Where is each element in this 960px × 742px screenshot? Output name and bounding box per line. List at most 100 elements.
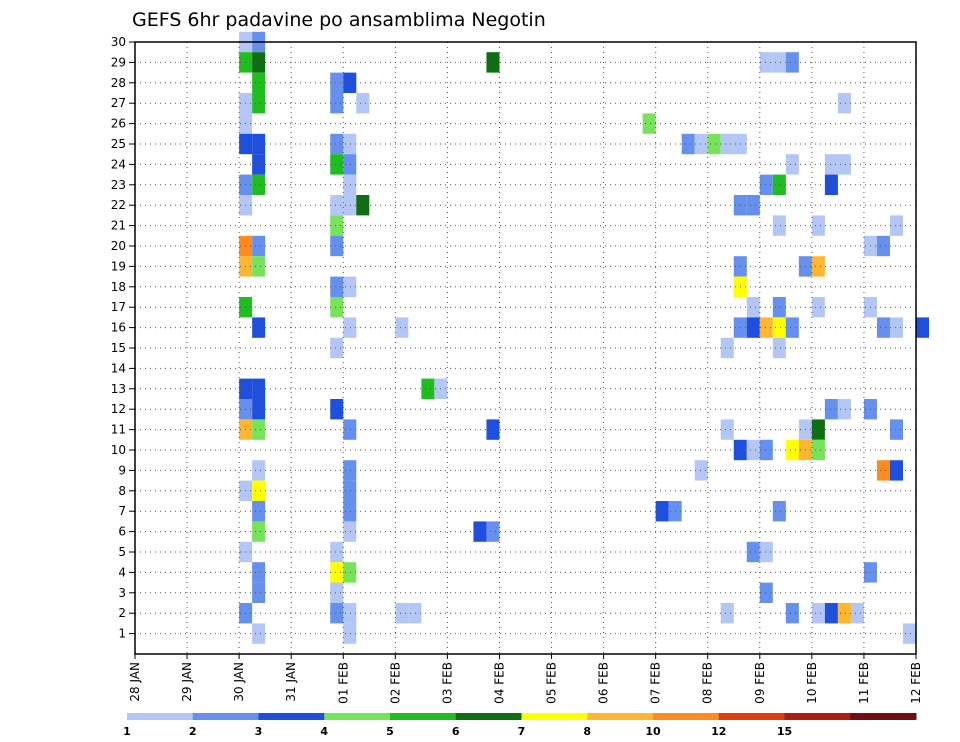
x-tick-label: 30 JAN	[232, 662, 246, 702]
heatmap-cell	[252, 460, 266, 481]
heatmap-cell	[473, 521, 487, 542]
heatmap-cell	[343, 623, 357, 644]
colorbar-label: 5	[386, 725, 394, 738]
heatmap-cell	[772, 52, 786, 73]
colorbar-label: 6	[452, 725, 460, 738]
colorbar-swatch	[521, 713, 588, 720]
heatmap-cell	[876, 317, 890, 338]
heatmap-cell	[486, 52, 500, 73]
heatmap-cell	[408, 603, 422, 624]
heatmap-cell	[889, 215, 903, 236]
y-tick-label: 23	[111, 178, 126, 192]
x-tick-label: 01 FEB	[336, 662, 350, 704]
heatmap-cell	[824, 603, 838, 624]
heatmap-cell	[642, 113, 656, 134]
heatmap-cell	[824, 399, 838, 420]
heatmap-cell	[746, 297, 760, 318]
heatmap-cell	[252, 93, 266, 114]
heatmap-cell	[330, 93, 344, 114]
heatmap-cell	[916, 317, 930, 338]
heatmap-cell	[343, 133, 357, 155]
heatmap-cell	[772, 501, 786, 522]
heatmap-cell	[850, 603, 864, 624]
heatmap-cell	[330, 541, 344, 563]
heatmap-cell	[343, 154, 357, 175]
y-tick-label: 13	[111, 382, 126, 396]
colorbar-swatch	[324, 713, 391, 720]
heatmap-cell	[486, 521, 500, 542]
colorbar-swatch	[718, 713, 785, 720]
heatmap-cell	[330, 603, 344, 624]
heatmap-cell	[694, 133, 708, 155]
y-tick-label: 3	[118, 586, 126, 600]
heatmap-cell	[252, 174, 266, 195]
heatmap-cell	[343, 521, 357, 542]
heatmap-cell	[252, 154, 266, 175]
heatmap-cell	[252, 623, 266, 644]
heatmap-cell	[486, 419, 500, 440]
x-tick-label: 28 JAN	[128, 662, 142, 702]
heatmap-cell	[343, 317, 357, 338]
y-tick-label: 19	[111, 259, 126, 273]
heatmap-cell	[720, 133, 734, 155]
colorbar-swatch	[784, 713, 851, 720]
colorbar-label: 4	[320, 725, 328, 738]
x-tick-label: 07 FEB	[649, 662, 663, 704]
y-tick-label: 14	[111, 361, 126, 375]
heatmap-cell	[330, 133, 344, 155]
x-tick-label: 09 FEB	[753, 662, 767, 704]
heatmap-cell	[759, 582, 773, 603]
heatmap-cell	[759, 52, 773, 73]
heatmap-cell	[772, 337, 786, 359]
colorbar-swatch	[587, 713, 654, 720]
heatmap-cell	[876, 460, 890, 481]
y-tick-label: 21	[111, 219, 126, 233]
heatmap-cell	[395, 603, 409, 624]
heatmap-cell	[343, 72, 357, 93]
heatmap-cell	[811, 215, 825, 236]
heatmap-cell	[811, 256, 825, 277]
heatmap-cell	[811, 419, 825, 440]
heatmap-cell	[252, 501, 266, 522]
heatmap-cell	[252, 562, 266, 583]
heatmap-cell	[759, 541, 773, 563]
heatmap-cell	[343, 562, 357, 583]
colorbar-label: 3	[255, 725, 263, 738]
x-tick-label: 29 JAN	[180, 662, 194, 702]
heatmap-cell	[343, 603, 357, 624]
x-tick-label: 06 FEB	[597, 662, 611, 704]
heatmap-cell	[330, 337, 344, 359]
heatmap-cell	[343, 460, 357, 481]
heatmap-cell	[876, 235, 890, 257]
heatmap-cell	[330, 276, 344, 297]
heatmap-cell	[330, 399, 344, 420]
heatmap-cell	[720, 337, 734, 359]
y-tick-label: 8	[118, 484, 126, 498]
chart-title: GEFS 6hr padavine po ansamblima Negotin	[132, 9, 546, 31]
heatmap-cell	[252, 480, 266, 501]
y-tick-label: 7	[118, 504, 126, 518]
heatmap-cell	[746, 439, 760, 461]
heatmap-cell	[330, 297, 344, 318]
heatmap-cell	[356, 195, 370, 216]
heatmap-cell	[252, 399, 266, 420]
heatmap-cell	[252, 256, 266, 277]
y-tick-label: 17	[111, 300, 126, 314]
heatmap-cell	[252, 521, 266, 542]
heatmap-cell	[811, 603, 825, 624]
y-tick-label: 22	[111, 198, 126, 212]
y-tick-label: 11	[111, 423, 126, 437]
heatmap-cell	[343, 419, 357, 440]
y-tick-label: 6	[118, 525, 126, 539]
y-tick-label: 28	[111, 76, 126, 90]
heatmap-cell	[746, 541, 760, 563]
heatmap-cell	[252, 317, 266, 338]
heatmap-cell	[772, 174, 786, 195]
heatmap-cell	[720, 603, 734, 624]
heatmap-cell	[330, 562, 344, 583]
heatmap-cell	[252, 133, 266, 155]
heatmap-cell	[837, 399, 851, 420]
colorbar-label: 8	[583, 725, 591, 738]
y-tick-label: 29	[111, 55, 126, 69]
